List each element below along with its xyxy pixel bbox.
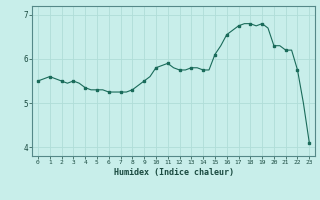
X-axis label: Humidex (Indice chaleur): Humidex (Indice chaleur) <box>114 168 234 177</box>
